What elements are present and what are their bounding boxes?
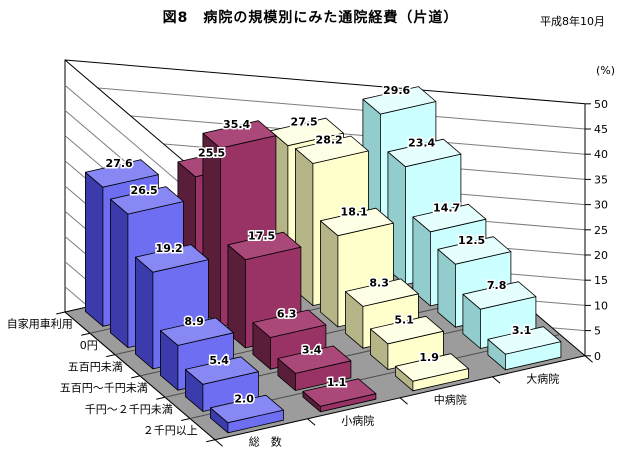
category-label: 自家用車利用 — [7, 317, 73, 331]
bar-top-face — [85, 159, 159, 188]
x-axis-tick — [214, 439, 223, 447]
bar-value-label: 7.8 — [487, 279, 507, 292]
bar-top-face — [227, 231, 302, 261]
bar-top-face — [134, 244, 209, 273]
category-tick — [131, 375, 141, 379]
bar-top-face — [369, 315, 444, 345]
bar-top-face — [462, 281, 537, 310]
bar-top-face — [252, 309, 327, 338]
value-tick-label: 5 — [594, 325, 601, 338]
bar-value-label: 14.7 — [433, 202, 460, 215]
bar-value-label: 28.2 — [316, 133, 343, 146]
date-note: 平成8年10月 — [540, 15, 605, 28]
category-tick — [156, 396, 166, 400]
bar-value-label: 5.4 — [209, 354, 229, 367]
series-label: 大病院 — [526, 371, 559, 385]
chart-title: 図8 病院の規模別にみた通院経費（片道） — [162, 10, 459, 26]
bar-top-face — [277, 345, 352, 374]
bar-top-face — [387, 138, 462, 168]
bar-value-label: 12.5 — [458, 234, 485, 247]
bar-top-face — [159, 317, 234, 346]
bar-value-label: 27.5 — [291, 116, 318, 129]
bar-value-label: 2.0 — [234, 393, 254, 406]
value-tick-label: 15 — [594, 274, 608, 287]
category-label: ２千円以上 — [143, 424, 198, 437]
category-label: 五百円～千円未満 — [60, 382, 148, 395]
category-tick — [56, 311, 66, 315]
bar-value-label: 6.3 — [277, 307, 297, 320]
x-axis-tick — [492, 376, 501, 384]
series-label: 総 数 — [249, 434, 282, 448]
category-label: 千円～２千円未満 — [85, 403, 173, 416]
bar-top-face — [302, 378, 377, 407]
bar-top-face — [412, 203, 487, 233]
x-axis-tick — [399, 397, 408, 405]
bar-top-face — [294, 135, 369, 164]
category-label: 0円 — [80, 339, 98, 352]
bar-value-label: 17.5 — [248, 230, 275, 243]
bar-top-face — [202, 120, 277, 149]
category-tick — [181, 418, 191, 421]
bar-value-label: 8.3 — [369, 276, 389, 289]
bar-top-face — [319, 207, 394, 237]
category-tick — [206, 439, 216, 443]
bar-value-label: 26.5 — [131, 184, 158, 197]
bar-value-label: 23.4 — [408, 137, 435, 150]
bar-side-face — [85, 171, 104, 327]
bar-top-face — [184, 356, 259, 385]
percent-unit-label: (%) — [595, 64, 615, 77]
series-label: 小病院 — [341, 413, 374, 427]
bar-value-label: 5.1 — [394, 314, 414, 327]
bar-value-label: 25.5 — [198, 147, 225, 160]
bar-side-face — [110, 198, 129, 349]
bar-top-face — [269, 117, 344, 147]
bar-top-face — [437, 236, 512, 265]
value-tick-label: 25 — [594, 224, 608, 237]
bar-value-label: 18.1 — [341, 206, 368, 219]
bar-value-label: 35.4 — [223, 118, 250, 131]
x-axis-tick — [584, 355, 593, 363]
bar-value-label: 27.6 — [106, 157, 133, 170]
bar-top-face — [362, 86, 437, 115]
value-tick-label: 50 — [594, 98, 608, 111]
bar-top-face — [394, 353, 469, 382]
bar-value-label: 19.2 — [156, 242, 183, 255]
value-tick-label: 35 — [594, 173, 608, 186]
value-tick-label: 10 — [594, 299, 608, 312]
value-tick-label: 45 — [594, 123, 608, 136]
bar-side-face — [134, 256, 154, 370]
bar-value-label: 3.1 — [512, 324, 532, 337]
bar-value-label: 29.6 — [383, 84, 410, 97]
bar-top-face — [344, 278, 419, 307]
bar-top-face — [209, 394, 284, 424]
value-tick-label: 30 — [594, 199, 608, 212]
category-label: 五百円未満 — [68, 360, 123, 373]
value-tick-label: 0 — [594, 350, 601, 363]
back-gridline — [64, 84, 586, 130]
bar-top-face — [487, 326, 562, 355]
bar-value-label: 8.9 — [184, 315, 204, 328]
bar-value-label: 1.9 — [419, 351, 439, 364]
bar-side-face — [319, 220, 339, 328]
series-label: 中病院 — [434, 392, 467, 406]
bar-top-face — [110, 186, 184, 215]
bar-value-label: 1.1 — [327, 376, 347, 389]
category-tick — [106, 354, 116, 358]
bar-value-label: 3.4 — [302, 343, 322, 356]
value-tick-label: 40 — [594, 148, 608, 161]
x-axis-tick — [307, 418, 316, 426]
value-tick-label: 20 — [594, 249, 608, 262]
category-tick — [81, 332, 91, 336]
